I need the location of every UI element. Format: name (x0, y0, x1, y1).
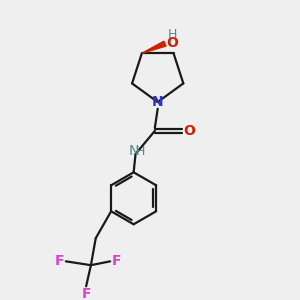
Text: O: O (167, 36, 178, 50)
Text: F: F (54, 254, 64, 268)
Text: F: F (81, 287, 91, 300)
Polygon shape (142, 41, 166, 53)
Text: N: N (152, 95, 164, 109)
Text: N: N (128, 144, 139, 158)
Text: O: O (184, 124, 195, 138)
Text: H: H (168, 28, 177, 41)
Text: F: F (112, 254, 122, 268)
Text: H: H (136, 145, 145, 158)
